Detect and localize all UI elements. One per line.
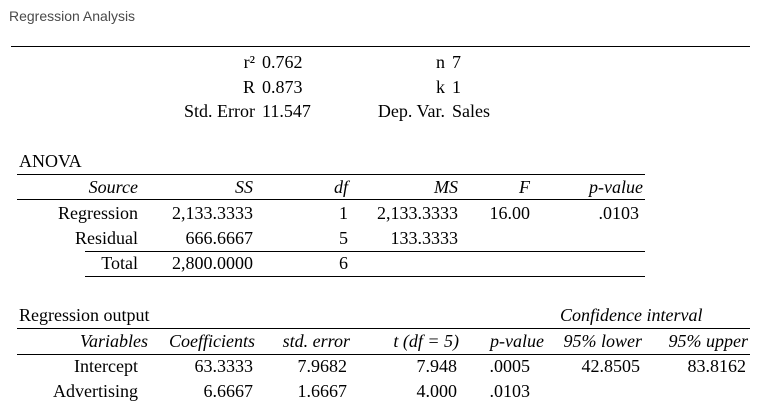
regression-cell: 7.9682 xyxy=(297,356,348,376)
anova-cell: 1 xyxy=(339,203,348,223)
reg-header-std-error: std. error xyxy=(282,331,350,351)
n-label: n xyxy=(436,52,445,72)
anova-bottom-rule xyxy=(85,276,645,277)
reg-header-t: t (df = 5) xyxy=(393,331,459,351)
regression-cell: 1.6667 xyxy=(297,381,348,401)
anova-header-ss: SS xyxy=(235,177,253,197)
dep-var-label: Dep. Var. xyxy=(377,101,445,121)
regression-cell: Advertising xyxy=(53,381,138,401)
reg-header-variables: Variables xyxy=(79,331,148,351)
reg-header-95-lower: 95% lower xyxy=(563,331,643,351)
regression-heading: Regression output xyxy=(19,305,150,325)
regression-cell: 4.000 xyxy=(416,381,458,401)
regression-cell: Intercept xyxy=(74,356,138,376)
anova-cell: Regression xyxy=(58,203,138,223)
r-label: R xyxy=(242,77,255,97)
k-value: 1 xyxy=(452,77,461,97)
anova-top-rule xyxy=(17,174,645,175)
anova-cell: 133.3333 xyxy=(390,228,459,248)
anova-header-f: F xyxy=(519,177,530,197)
anova-cell: 5 xyxy=(339,228,348,248)
k-label: k xyxy=(436,77,445,97)
regression-cell: .0103 xyxy=(489,381,531,401)
regression-cell: 6.6667 xyxy=(203,381,254,401)
anova-cell: 2,800.0000 xyxy=(172,253,253,273)
n-value: 7 xyxy=(452,52,461,72)
anova-cell: Residual xyxy=(75,228,138,248)
std-error-label: Std. Error xyxy=(184,101,255,121)
anova-cell: 666.6667 xyxy=(185,228,254,248)
confidence-interval-heading: Confidence interval xyxy=(560,305,703,325)
anova-cell: 6 xyxy=(339,253,348,273)
regression-cell: 7.948 xyxy=(416,356,458,376)
reg-header-95-upper: 95% upper xyxy=(668,331,749,351)
r2-value: 0.762 xyxy=(262,52,303,72)
anova-header-df: df xyxy=(333,177,348,197)
anova-header-pvalue: p-value xyxy=(589,177,643,197)
anova-header-rule xyxy=(17,199,645,200)
r2-label: r² xyxy=(243,52,255,72)
regression-cell: .0005 xyxy=(489,356,531,376)
anova-header-source: Source xyxy=(88,177,138,197)
regression-cell: 42.8505 xyxy=(581,356,641,376)
anova-header-ms: MS xyxy=(434,177,458,197)
window-title: Regression Analysis xyxy=(9,8,136,24)
regression-cell: 63.3333 xyxy=(194,356,254,376)
anova-cell: 16.00 xyxy=(489,203,531,223)
anova-cell: Total xyxy=(101,253,138,273)
reg-header-coefficients: Coefficients xyxy=(169,331,255,351)
reg-header-pvalue: p-value xyxy=(490,331,544,351)
anova-cell: 2,133.3333 xyxy=(377,203,458,223)
r-value: 0.873 xyxy=(262,77,303,97)
anova-heading: ANOVA xyxy=(19,151,82,171)
anova-cell: .0103 xyxy=(598,203,640,223)
anova-cell: 2,133.3333 xyxy=(172,203,253,223)
anova-total-rule xyxy=(85,251,645,252)
regression-header-rule xyxy=(17,354,750,355)
regression-top-rule xyxy=(17,328,750,329)
regression-cell: 83.8162 xyxy=(687,356,747,376)
std-error-value: 11.547 xyxy=(262,101,311,121)
top-divider xyxy=(11,46,750,47)
dep-var-value: Sales xyxy=(452,101,490,121)
